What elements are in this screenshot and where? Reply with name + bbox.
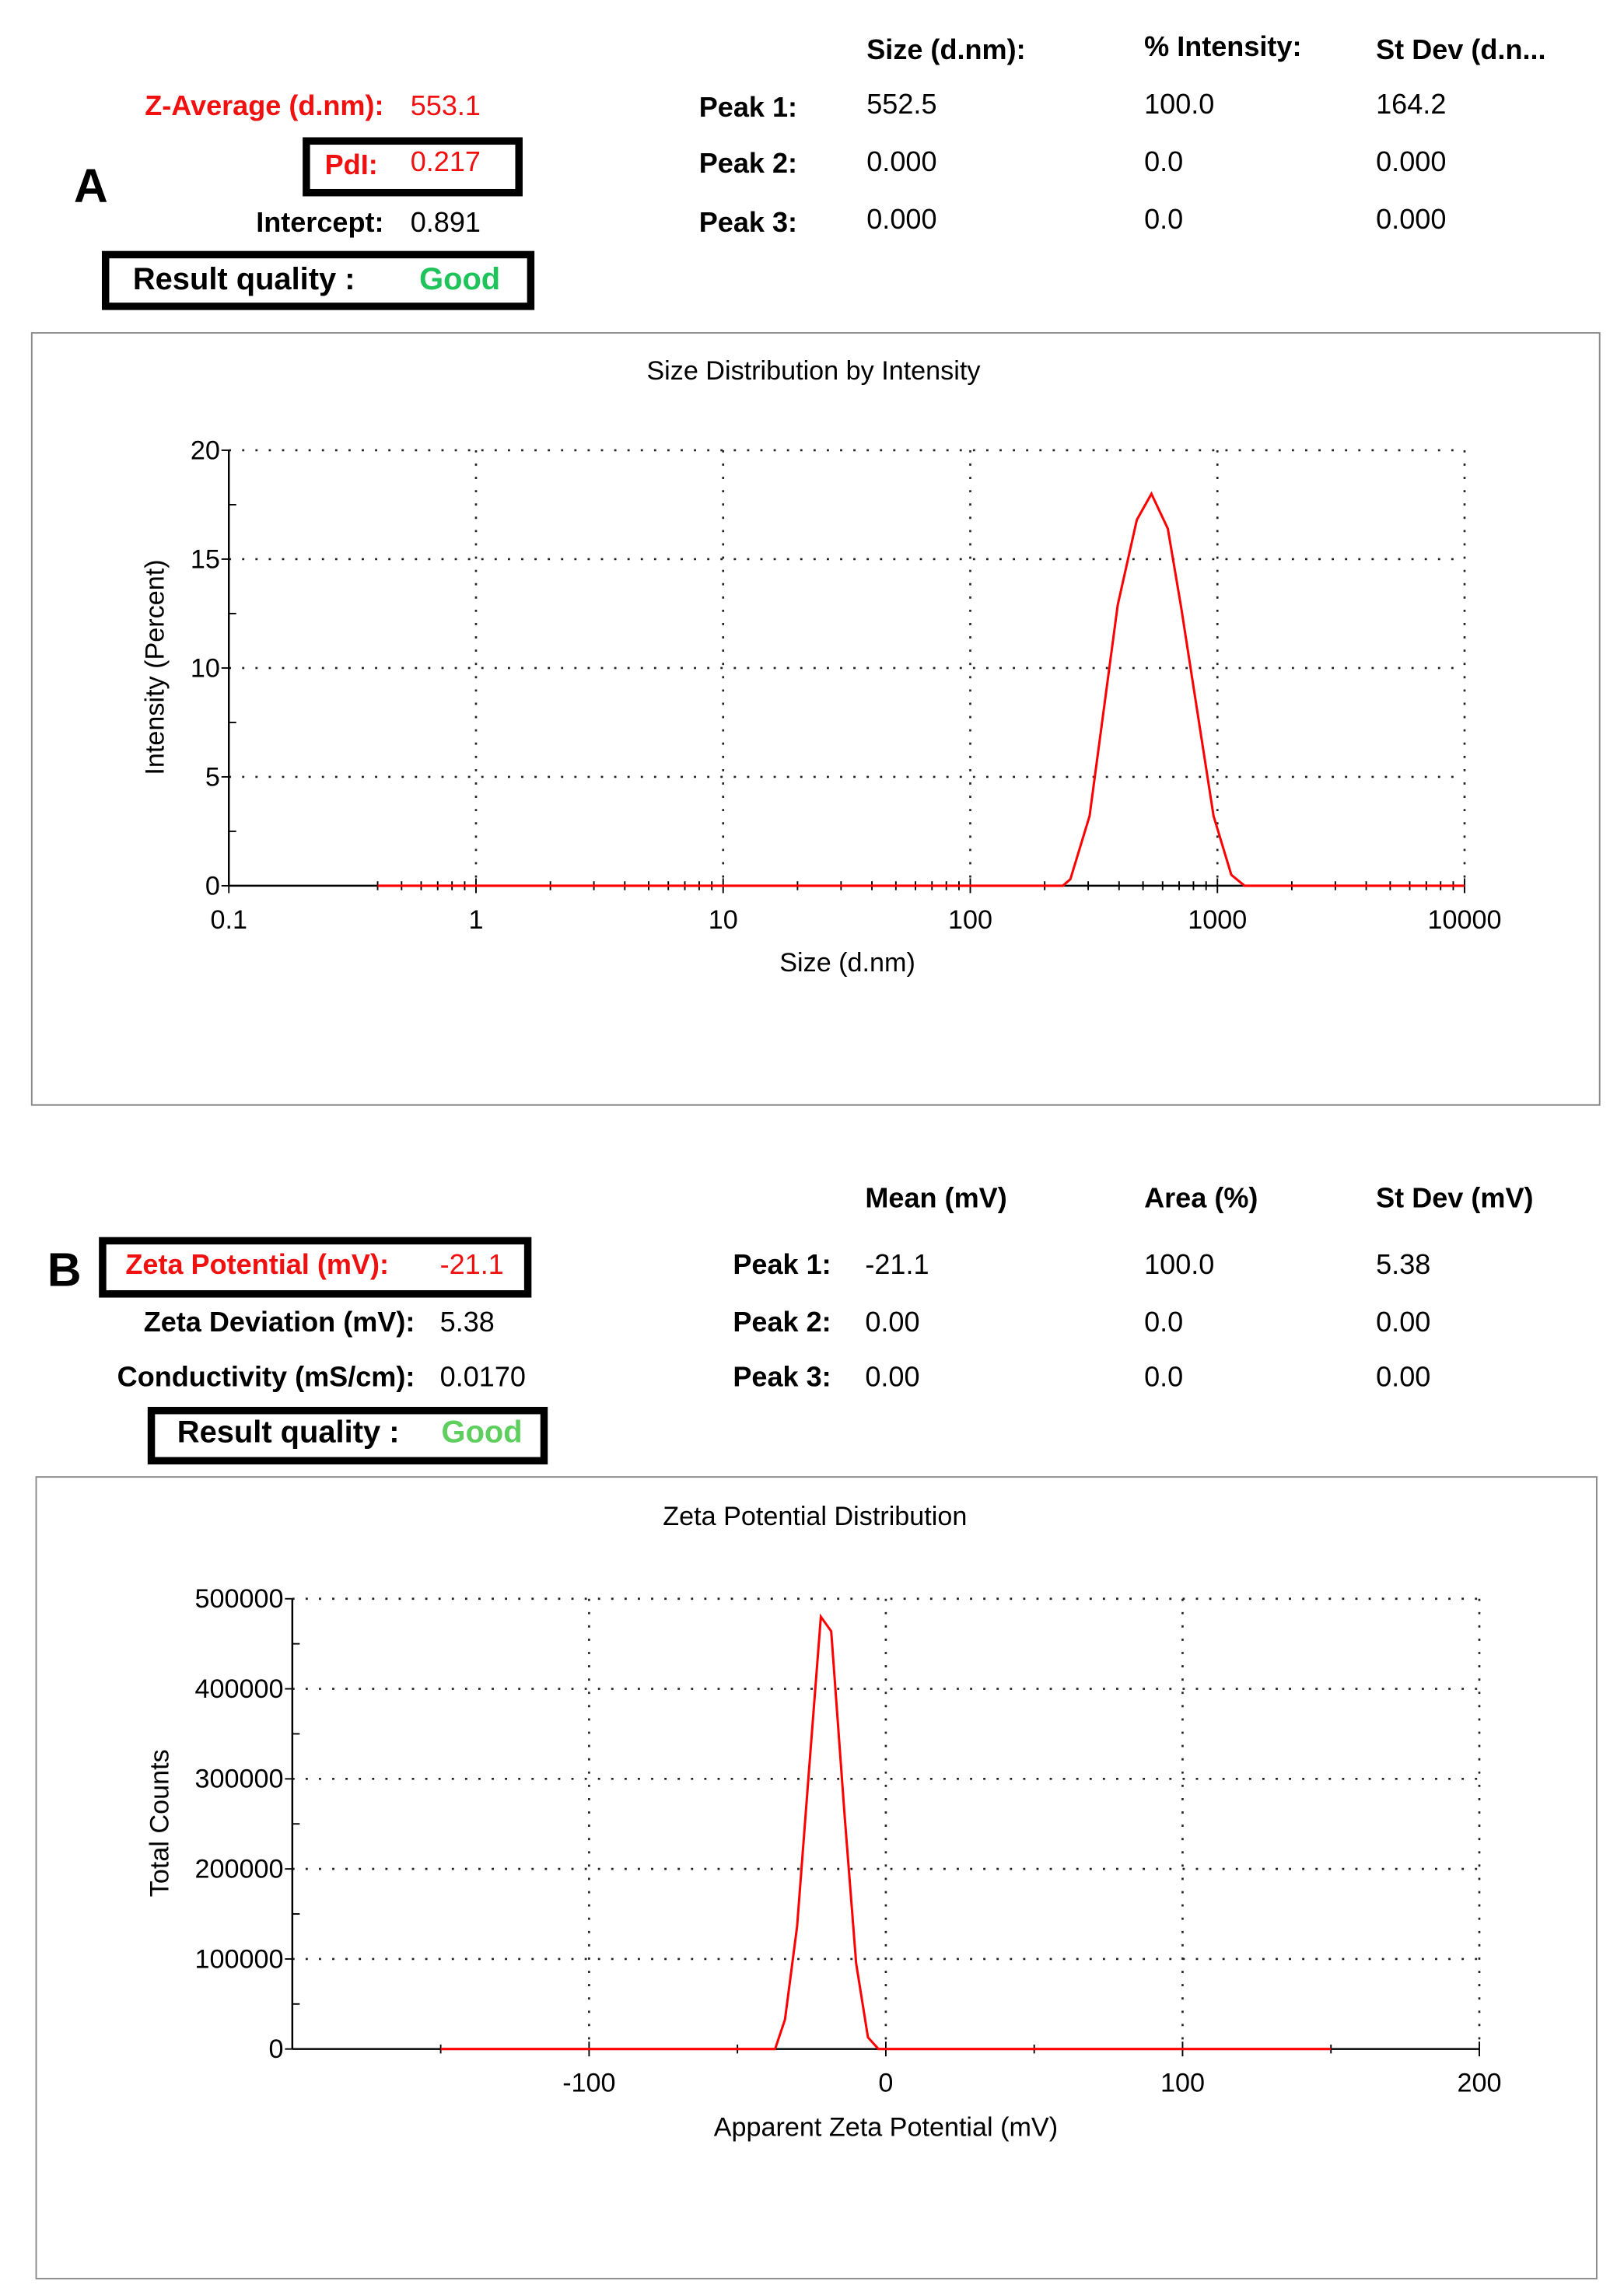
table-header: Size (d.nm): xyxy=(866,35,1026,67)
chart-a-ylabel: Intensity (Percent) xyxy=(141,559,170,775)
conductivity-label: Conductivity (mS/cm): xyxy=(117,1363,415,1394)
intercept-label: Intercept: xyxy=(256,208,384,240)
chart-b-plot: 0 100000 200000 300000 400000 500000 -100 0 100 2… xyxy=(194,1584,1501,2098)
zeta-potential-chart-frame xyxy=(35,1476,1598,2279)
cell: 0.00 xyxy=(865,1363,920,1394)
z-average-value: 553.1 xyxy=(410,91,481,123)
panel-b-letter: B xyxy=(47,1243,82,1296)
pdi-label: PdI: xyxy=(324,150,378,182)
row-label: Peak 3: xyxy=(733,1363,831,1394)
y-tick-label: 0 xyxy=(205,871,220,901)
series-line xyxy=(377,491,1465,887)
x-tick-label: 100 xyxy=(948,905,992,935)
x-tick-label: 1 xyxy=(468,905,483,935)
row-label: Peak 2: xyxy=(698,149,798,180)
x-tick-label: -100 xyxy=(562,2069,615,2098)
conductivity-value: 0.0170 xyxy=(439,1363,526,1394)
row-label: Peak 1: xyxy=(698,93,798,124)
table-header: Mean (mV) xyxy=(865,1184,1007,1216)
result-quality-value-b: Good xyxy=(441,1415,523,1450)
cell: 100.0 xyxy=(1144,1250,1215,1282)
y-tick-label: 20 xyxy=(191,436,220,465)
intercept-value: 0.891 xyxy=(410,208,481,240)
table-header: % Intensity: xyxy=(1144,32,1302,64)
cell: -21.1 xyxy=(865,1250,929,1282)
zeta-deviation-value: 5.38 xyxy=(439,1307,495,1339)
y-tick-label: 5 xyxy=(205,762,220,792)
cell: 0.000 xyxy=(866,147,937,179)
cell: 100.0 xyxy=(1144,89,1215,121)
y-tick-label: 0 xyxy=(268,2034,283,2064)
size-distribution-chart-frame xyxy=(30,332,1601,1106)
y-tick-label: 400000 xyxy=(194,1674,283,1704)
row-label: Peak 1: xyxy=(733,1250,831,1282)
chart-a-title: Size Distribution by Intensity xyxy=(646,356,981,386)
result-quality-box-b xyxy=(147,1406,548,1465)
cell: 0.000 xyxy=(866,205,937,236)
y-tick-label: 300000 xyxy=(194,1765,283,1794)
result-quality-box-a xyxy=(101,250,535,310)
x-tick-label: 1000 xyxy=(1188,905,1247,935)
zeta-potential-label: Zeta Potential (mV): xyxy=(125,1250,389,1282)
x-tick-label: 0 xyxy=(878,2069,893,2098)
x-tick-label: 10 xyxy=(709,905,738,935)
row-label: Peak 3: xyxy=(698,208,798,240)
cell: 0.000 xyxy=(1376,147,1447,179)
y-tick-label: 500000 xyxy=(194,1584,283,1614)
cell: 0.0 xyxy=(1144,205,1184,236)
row-label: Peak 2: xyxy=(733,1307,831,1339)
zeta-potential-value: -21.1 xyxy=(439,1250,504,1282)
cell: 0.0 xyxy=(1144,1307,1184,1339)
zeta-potential-highlight-box xyxy=(99,1237,532,1298)
chart-b-title: Zeta Potential Distribution xyxy=(663,1502,967,1531)
y-tick-label: 100000 xyxy=(194,1944,283,1974)
y-tick-label: 200000 xyxy=(194,1855,283,1884)
z-average-label: Z-Average (d.nm): xyxy=(145,91,384,123)
chart-b-xlabel: Apparent Zeta Potential (mV) xyxy=(714,2113,1058,2143)
cell: 164.2 xyxy=(1376,89,1447,121)
cell: 0.00 xyxy=(865,1307,920,1339)
result-quality-label-b: Result quality : xyxy=(177,1415,400,1450)
table-header: St Dev (d.n... xyxy=(1376,35,1546,67)
result-quality-value-a: Good xyxy=(419,262,501,297)
cell: 0.00 xyxy=(1376,1307,1431,1339)
x-tick-label: 10000 xyxy=(1428,905,1502,935)
x-tick-label: 100 xyxy=(1160,2069,1205,2098)
y-tick-label: 10 xyxy=(191,653,220,683)
result-quality-label-a: Result quality : xyxy=(132,262,355,297)
chart-b-ylabel: Total Counts xyxy=(145,1749,174,1897)
cell: 0.000 xyxy=(1376,205,1447,236)
chart-a-xlabel: Size (d.nm) xyxy=(779,948,915,978)
table-header: Area (%) xyxy=(1144,1184,1258,1216)
table-header: St Dev (mV) xyxy=(1376,1184,1534,1216)
cell: 0.00 xyxy=(1376,1363,1431,1394)
series-line xyxy=(440,1613,1332,2051)
cell: 0.0 xyxy=(1144,147,1184,179)
pdi-highlight-box xyxy=(303,137,523,197)
zeta-deviation-label: Zeta Deviation (mV): xyxy=(143,1307,415,1339)
panel-a-letter: A xyxy=(73,159,108,213)
y-tick-label: 15 xyxy=(191,544,220,574)
x-tick-label: 200 xyxy=(1457,2069,1501,2098)
chart-a-plot: 0 5 10 15 20 0.1 1 10 100 1000 10000 xyxy=(191,436,1502,935)
pdi-value: 0.217 xyxy=(410,147,481,179)
cell: 552.5 xyxy=(866,89,937,121)
cell: 5.38 xyxy=(1376,1250,1431,1282)
x-tick-label: 0.1 xyxy=(210,905,247,935)
cell: 0.0 xyxy=(1144,1363,1184,1394)
